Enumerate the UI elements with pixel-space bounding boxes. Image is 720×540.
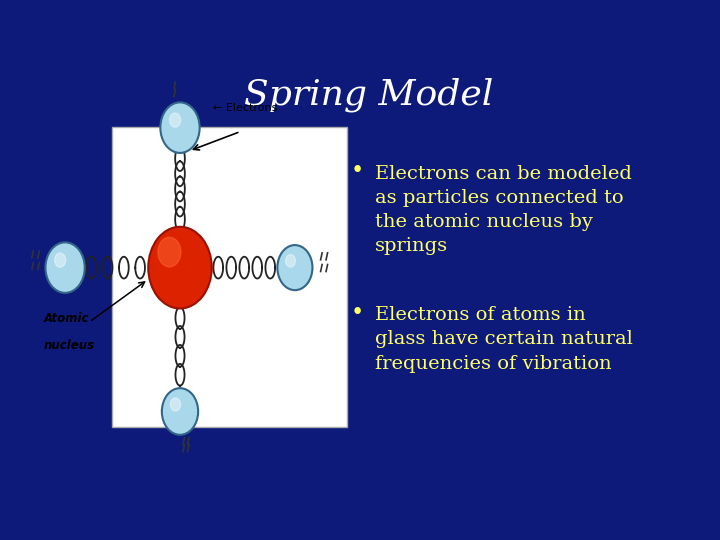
Text: Spring Model: Spring Model	[244, 77, 494, 112]
Circle shape	[45, 242, 85, 293]
Text: Atomic: Atomic	[44, 312, 89, 325]
Text: ← Electrons: ← Electrons	[213, 103, 278, 113]
Text: •: •	[350, 302, 364, 324]
Circle shape	[277, 245, 312, 290]
Circle shape	[170, 113, 181, 127]
Circle shape	[162, 388, 198, 435]
Circle shape	[158, 237, 181, 267]
FancyBboxPatch shape	[112, 127, 347, 427]
Circle shape	[161, 103, 199, 153]
Text: •: •	[350, 160, 364, 183]
Text: Electrons can be modeled
as particles connected to
the atomic nucleus by
springs: Electrons can be modeled as particles co…	[374, 165, 631, 255]
Circle shape	[286, 254, 295, 267]
Circle shape	[55, 253, 66, 267]
Text: nucleus: nucleus	[44, 339, 95, 352]
Circle shape	[171, 398, 181, 411]
Circle shape	[148, 227, 212, 308]
Text: Electrons of atoms in
glass have certain natural
frequencies of vibration: Electrons of atoms in glass have certain…	[374, 306, 632, 373]
